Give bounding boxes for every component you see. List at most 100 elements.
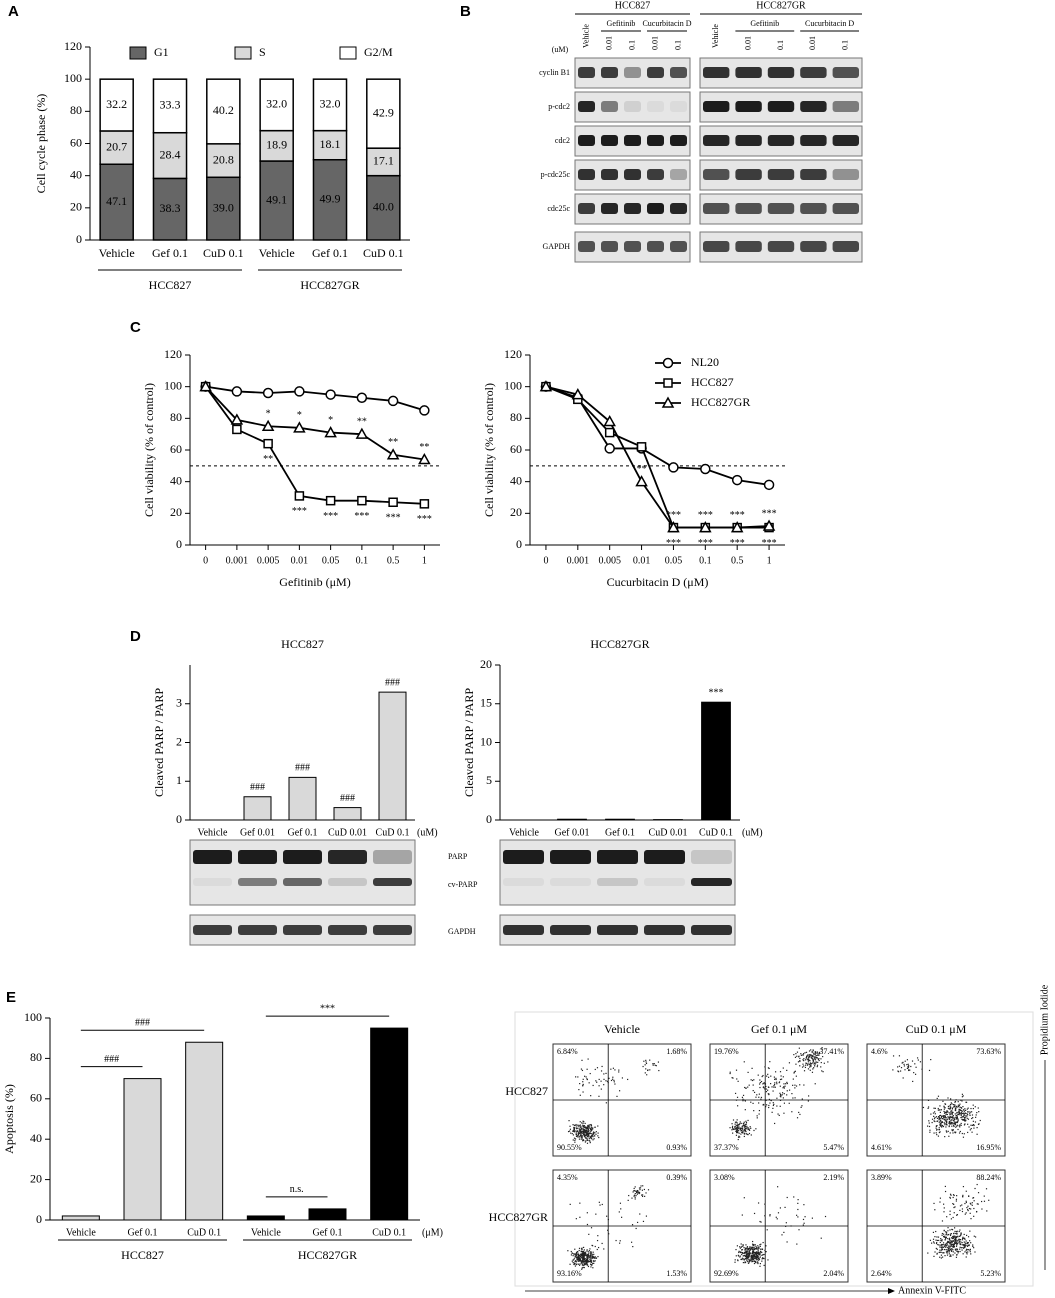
- event-dot: [581, 1059, 583, 1061]
- event-dot: [965, 1116, 967, 1118]
- event-dot: [601, 1065, 603, 1068]
- event-dot: [583, 1125, 586, 1127]
- event-dot: [952, 1243, 954, 1246]
- blot-band: [647, 169, 664, 180]
- row-label: p-cdc25c: [541, 170, 571, 179]
- x-tick-label: Gef 0.1: [605, 827, 635, 838]
- event-dot: [634, 1196, 636, 1198]
- event-dot: [741, 1132, 744, 1134]
- event-dot: [573, 1258, 575, 1260]
- event-dot: [595, 1213, 597, 1215]
- event-dot: [750, 1079, 752, 1081]
- event-dot: [799, 1113, 801, 1116]
- event-dot: [764, 1215, 766, 1217]
- event-dot: [758, 1096, 760, 1098]
- event-dot: [586, 1256, 589, 1258]
- event-dot: [614, 1069, 616, 1071]
- event-dot: [773, 1086, 775, 1088]
- event-dot: [781, 1234, 783, 1236]
- event-dot: [804, 1066, 807, 1069]
- event-dot: [759, 1086, 761, 1089]
- event-dot: [755, 1128, 757, 1130]
- event-dot: [743, 1258, 745, 1260]
- event-dot: [759, 1253, 761, 1255]
- event-dot: [635, 1190, 637, 1192]
- event-dot: [583, 1252, 586, 1254]
- event-dot: [756, 1256, 758, 1258]
- event-dot: [590, 1135, 593, 1137]
- event-dot: [586, 1255, 588, 1257]
- event-dot: [960, 1110, 963, 1112]
- event-dot: [960, 1243, 962, 1245]
- point: [293, 421, 306, 433]
- y-tick-label: 40: [70, 167, 82, 181]
- event-dot: [773, 1103, 775, 1105]
- event-dot: [588, 1250, 590, 1252]
- event-dot: [582, 1258, 584, 1260]
- event-dot: [944, 1117, 946, 1119]
- annotation: ###: [295, 763, 310, 774]
- event-dot: [753, 1254, 756, 1256]
- event-dot: [752, 1251, 754, 1253]
- x-tick-label: 0.001: [567, 555, 590, 566]
- blot-band: [601, 67, 618, 78]
- value-label: 17.1: [373, 154, 394, 168]
- event-dot: [795, 1053, 797, 1055]
- event-dot: [580, 1257, 583, 1259]
- event-dot: [943, 1229, 945, 1231]
- event-dot: [758, 1109, 761, 1112]
- event-dot: [774, 1078, 776, 1080]
- annotation: ***: [698, 510, 713, 521]
- annotation: ***: [730, 510, 745, 521]
- value-label: 32.0: [320, 97, 341, 111]
- event-dot: [951, 1241, 953, 1243]
- event-dot: [976, 1133, 978, 1135]
- quadrant-label: 4.61%: [871, 1143, 892, 1152]
- event-dot: [579, 1216, 581, 1218]
- y-tick-label: 40: [510, 473, 522, 487]
- event-dot: [792, 1078, 794, 1080]
- event-dot: [641, 1189, 643, 1191]
- event-dot: [765, 1085, 767, 1088]
- arrow-head: [888, 1288, 895, 1294]
- event-dot: [572, 1134, 575, 1136]
- event-dot: [589, 1259, 591, 1261]
- bar: [378, 691, 407, 821]
- event-dot: [735, 1130, 737, 1132]
- event-dot: [740, 1243, 742, 1245]
- event-dot: [817, 1061, 819, 1063]
- value-label: 32.2: [106, 97, 127, 111]
- event-dot: [576, 1127, 578, 1129]
- event-dot: [578, 1089, 580, 1091]
- event-dot: [957, 1101, 959, 1103]
- event-dot: [580, 1127, 583, 1129]
- event-dot: [807, 1055, 809, 1057]
- event-dot: [779, 1092, 781, 1094]
- event-dot: [589, 1259, 592, 1261]
- event-dot: [892, 1069, 894, 1071]
- event-dot: [763, 1082, 765, 1084]
- event-dot: [746, 1252, 748, 1254]
- event-dot: [951, 1107, 954, 1109]
- event-dot: [811, 1055, 813, 1057]
- event-dot: [755, 1251, 757, 1254]
- event-dot: [576, 1253, 578, 1255]
- event-dot: [810, 1065, 812, 1068]
- event-dot: [755, 1254, 758, 1256]
- event-dot: [963, 1247, 965, 1249]
- event-dot: [737, 1124, 739, 1126]
- event-dot: [639, 1213, 641, 1215]
- event-dot: [754, 1253, 756, 1255]
- bar: [246, 1215, 285, 1221]
- event-dot: [751, 1067, 753, 1069]
- event-dot: [970, 1127, 972, 1130]
- x-tick-label: Gef 0.1: [312, 246, 348, 260]
- event-dot: [578, 1136, 581, 1138]
- bar-segment: [152, 78, 188, 134]
- event-dot: [937, 1236, 940, 1238]
- point: [261, 419, 275, 431]
- event-dot: [594, 1245, 596, 1248]
- event-dot: [750, 1246, 752, 1248]
- event-dot: [939, 1131, 941, 1133]
- event-dot: [592, 1245, 594, 1247]
